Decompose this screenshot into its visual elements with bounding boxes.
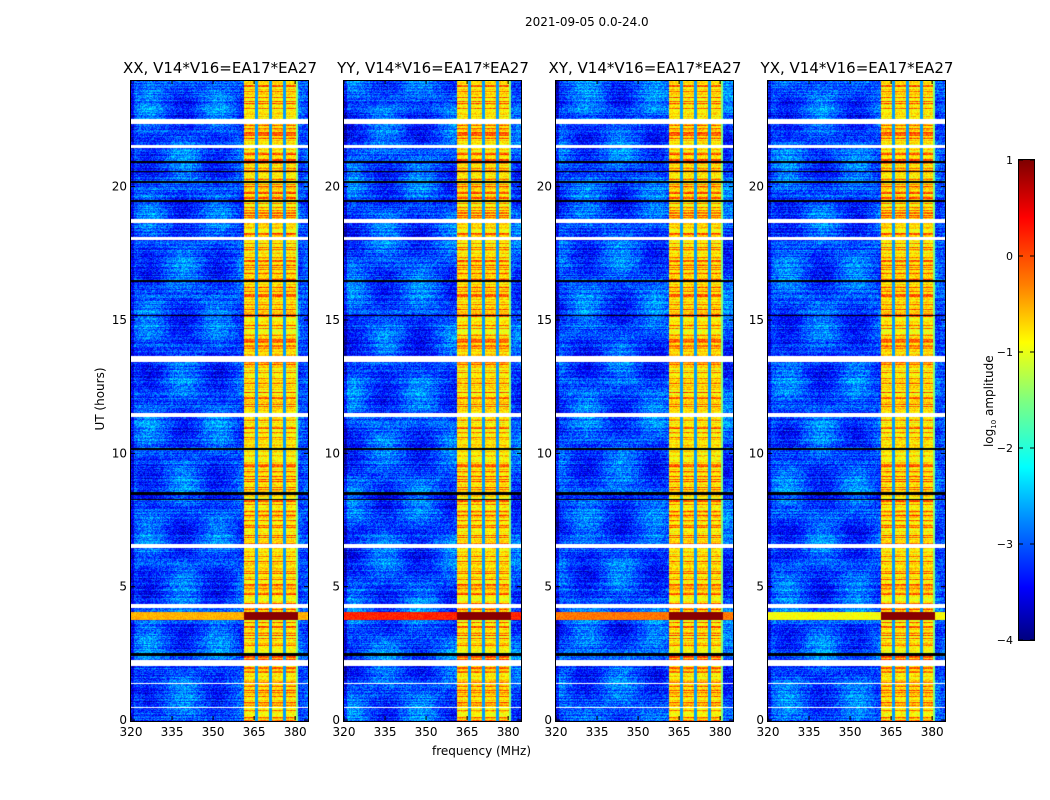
panel-title-xy: XY, V14*V16=EA17*EA27 [548,59,742,77]
y-tick-label: 20 [749,180,764,194]
y-tick-label: 0 [756,713,764,727]
y-tick-label: 5 [119,580,127,594]
x-tick-label: 365 [456,725,479,739]
y-tick-label: 10 [537,446,552,460]
x-tick-label: 320 [545,725,568,739]
y-tick-label: 5 [756,580,764,594]
heatmap-yx [767,80,946,722]
x-tick-label: 335 [161,725,184,739]
x-tick-label: 365 [880,725,903,739]
y-tick-label: 0 [544,713,552,727]
y-tick-label: 15 [325,313,340,327]
x-tick-label: 335 [374,725,397,739]
panel-title-yx: YX, V14*V16=EA17*EA27 [760,59,954,77]
colorbar-tick-label: 0 [1006,250,1013,263]
y-tick-label: 10 [325,446,340,460]
x-tick-label: 380 [284,725,307,739]
x-tick-label: 380 [709,725,732,739]
heatmap-yy [343,80,522,722]
x-tick-label: 350 [839,725,862,739]
y-tick-label: 10 [112,446,127,460]
y-tick-label: 15 [537,313,552,327]
heatmap-xy [555,80,734,722]
x-tick-label: 365 [243,725,266,739]
y-tick-label: 0 [332,713,340,727]
y-tick-label: 20 [325,180,340,194]
x-tick-label: 365 [668,725,691,739]
x-tick-label: 320 [333,725,356,739]
heatmap-canvas [344,81,521,721]
x-tick-label: 335 [798,725,821,739]
y-tick-label: 5 [544,580,552,594]
y-tick-label: 15 [749,313,764,327]
x-tick-label: 320 [757,725,780,739]
x-tick-label: 380 [497,725,520,739]
panel-title-yy: YY, V14*V16=EA17*EA27 [337,59,529,77]
y-tick-label: 15 [112,313,127,327]
colorbar-tick-label: −1 [997,346,1013,359]
panel-title-xx: XX, V14*V16=EA17*EA27 [122,59,317,77]
y-tick-label: 20 [112,180,127,194]
colorbar-tick-label: −2 [997,442,1013,455]
colorbar-tick-label: −4 [997,634,1013,647]
x-tick-label: 335 [586,725,609,739]
heatmap-canvas [131,81,308,721]
x-tick-label: 320 [120,725,143,739]
y-tick-label: 5 [332,580,340,594]
x-tick-label: 380 [921,725,944,739]
y-tick-label: 20 [537,180,552,194]
colorbar [1018,159,1035,641]
x-axis-label: frequency (MHz) [432,744,532,758]
suptitle: 2021-09-05 0.0-24.0 [525,15,649,29]
colorbar-tick-label: −3 [997,538,1013,551]
x-tick-label: 350 [627,725,650,739]
heatmap-xx [130,80,309,722]
colorbar-tick-label: 1 [1006,154,1013,167]
heatmap-canvas [768,81,945,721]
y-tick-label: 10 [749,446,764,460]
y-tick-label: 0 [119,713,127,727]
x-tick-label: 350 [415,725,438,739]
x-tick-label: 350 [202,725,225,739]
heatmap-canvas [556,81,733,721]
